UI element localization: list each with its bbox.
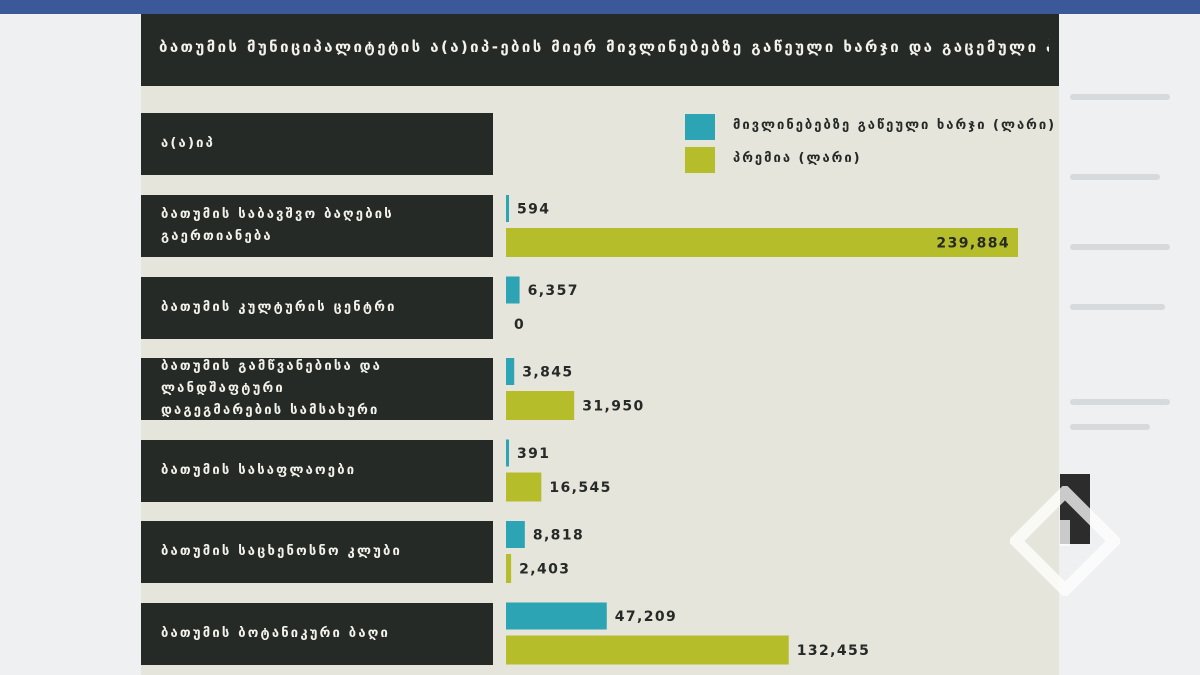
row-label-box: ბათუმის სასაფლაოები — [141, 439, 493, 502]
bar-expense — [506, 195, 509, 222]
value-label-bonus: 0 — [514, 317, 525, 333]
row-label-line: ბათუმის გამწვანებისა და ლანდშაფტური — [161, 359, 383, 396]
bar-expense — [506, 358, 515, 385]
logo-diamond-shape — [1007, 483, 1123, 599]
legend-swatch-bonus — [685, 147, 715, 173]
bar-bonus — [506, 635, 789, 665]
bar-bonus — [506, 228, 1018, 257]
bar-expense — [506, 276, 520, 304]
value-label-bonus: 2,403 — [519, 562, 570, 578]
value-label-bonus: 16,545 — [549, 480, 611, 496]
background-text-line — [1070, 399, 1170, 405]
chart-title: ბათუმის მუნიციპალიტეტის ა(ა)იპ-ების მიერ… — [159, 38, 1049, 56]
background-text-line — [1070, 94, 1170, 100]
channel-logo-watermark — [1007, 483, 1123, 599]
row-label-box: ბათუმის კულტურის ცენტრი — [141, 276, 493, 339]
title-bar: ბათუმის მუნიციპალიტეტის ა(ა)იპ-ების მიერ… — [141, 14, 1059, 86]
value-label-expense: 391 — [517, 446, 550, 462]
legend-item-bonus: პრემია (ლარი) — [685, 147, 1065, 173]
legend-label-bonus: პრემია (ლარი) — [733, 151, 862, 166]
row-label-line: გაერთიანება — [161, 229, 273, 244]
value-label-expense: 47,209 — [615, 609, 677, 625]
bar-bonus — [506, 472, 542, 502]
row-label-line: ბათუმის ბოტანიკური ბაღი — [161, 625, 391, 641]
value-label-bonus: 31,950 — [582, 399, 644, 415]
row-label-line: ბათუმის კულტურის ცენტრი — [161, 299, 397, 315]
background-text-line — [1070, 174, 1160, 180]
bar-expense — [506, 521, 525, 548]
column-header-box: ა(ა)იპ — [141, 113, 493, 175]
column-header-label: ა(ა)იპ — [161, 136, 216, 151]
bar-chart: 594 239,884 6,357 0 3,845 31,950 391 16,545 8,81… — [506, 195, 1018, 665]
bar-expense — [506, 439, 509, 467]
row-label-line: ბათუმის საბავშვო ბაღების — [161, 207, 394, 222]
browser-top-strip — [0, 0, 1200, 14]
row-label-line: ბათუმის საცხენოსნო კლუბი — [161, 544, 403, 559]
bar-bonus — [506, 391, 575, 420]
legend-item-expense: მივლინებებზე გაწეული ხარჯი (ლარი) — [685, 114, 1065, 140]
row-label-box: ბათუმის საბავშვო ბაღების გაერთიანება — [141, 195, 493, 257]
background-text-line — [1070, 244, 1170, 250]
row-label-line: ბათუმის სასაფლაოები — [161, 462, 357, 478]
background-text-line — [1070, 304, 1165, 310]
value-label-expense: 594 — [517, 202, 550, 218]
row-label-line: დაგეგმარების სამსახური — [161, 403, 380, 418]
value-label-bonus: 239,884 — [936, 236, 1010, 252]
value-label-expense: 3,845 — [522, 365, 573, 381]
value-label-expense: 8,818 — [533, 528, 584, 544]
row-label-box: ბათუმის საცხენოსნო კლუბი — [141, 521, 493, 583]
legend-swatch-expense — [685, 114, 715, 140]
value-label-bonus: 132,455 — [797, 643, 871, 659]
row-label-box: ბათუმის ბოტანიკური ბაღი — [141, 602, 493, 665]
legend-label-expense: მივლინებებზე გაწეული ხარჯი (ლარი) — [733, 118, 1057, 133]
bar-bonus — [506, 554, 512, 583]
background-text-line — [1070, 424, 1150, 430]
infographic-panel: ბათუმის მუნიციპალიტეტის ა(ა)იპ-ების მიერ… — [141, 14, 1059, 675]
row-label-box: ბათუმის გამწვანებისა და ლანდშაფტური დაგეგ… — [141, 358, 493, 420]
bar-expense — [506, 602, 607, 630]
value-label-expense: 6,357 — [528, 283, 579, 299]
